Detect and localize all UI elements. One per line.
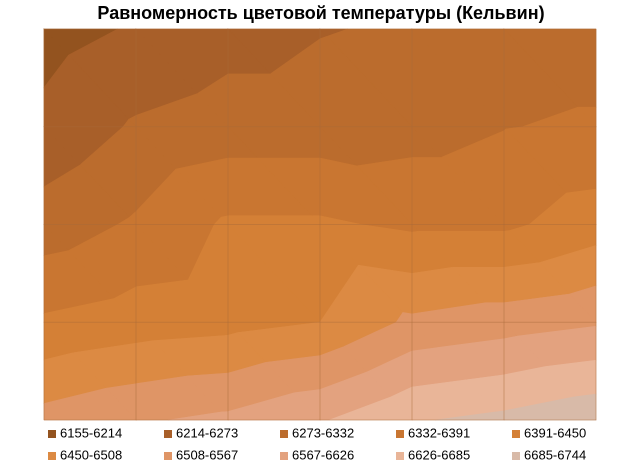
legend-label: 6214-6273 (176, 425, 238, 440)
legend-swatch (280, 452, 288, 460)
contour-band (135, 375, 222, 421)
legend-swatch (396, 430, 404, 438)
contour-band (319, 371, 391, 421)
legend-label: 6332-6391 (408, 425, 470, 440)
legend-label: 6273-6332 (292, 425, 354, 440)
legend-label: 6155-6214 (60, 425, 122, 440)
contour-band (43, 387, 137, 421)
legend-label: 6450-6508 (60, 447, 122, 462)
contour-band (411, 379, 497, 421)
legend-label: 6685-6744 (524, 447, 586, 462)
chart-title: Равномерность цветовой температуры (Кель… (97, 3, 544, 23)
legend-swatch (396, 452, 404, 460)
legend-label: 6626-6685 (408, 447, 470, 462)
legend-swatch (512, 452, 520, 460)
contour-band (503, 396, 597, 421)
legend-label: 6391-6450 (524, 425, 586, 440)
contour-band (434, 411, 505, 421)
legend-swatch (512, 430, 520, 438)
contour-band (411, 224, 505, 232)
contour-band (227, 215, 321, 225)
contour-band (329, 396, 413, 421)
contour-band (168, 411, 229, 421)
legend-swatch (48, 452, 56, 460)
legend-label: 6508-6567 (176, 447, 238, 462)
contour-band (227, 392, 321, 421)
legend-swatch (48, 430, 56, 438)
legend-swatch (164, 430, 172, 438)
legend-label: 6567-6626 (292, 447, 354, 462)
legend-swatch (164, 452, 172, 460)
legend-swatch (280, 430, 288, 438)
